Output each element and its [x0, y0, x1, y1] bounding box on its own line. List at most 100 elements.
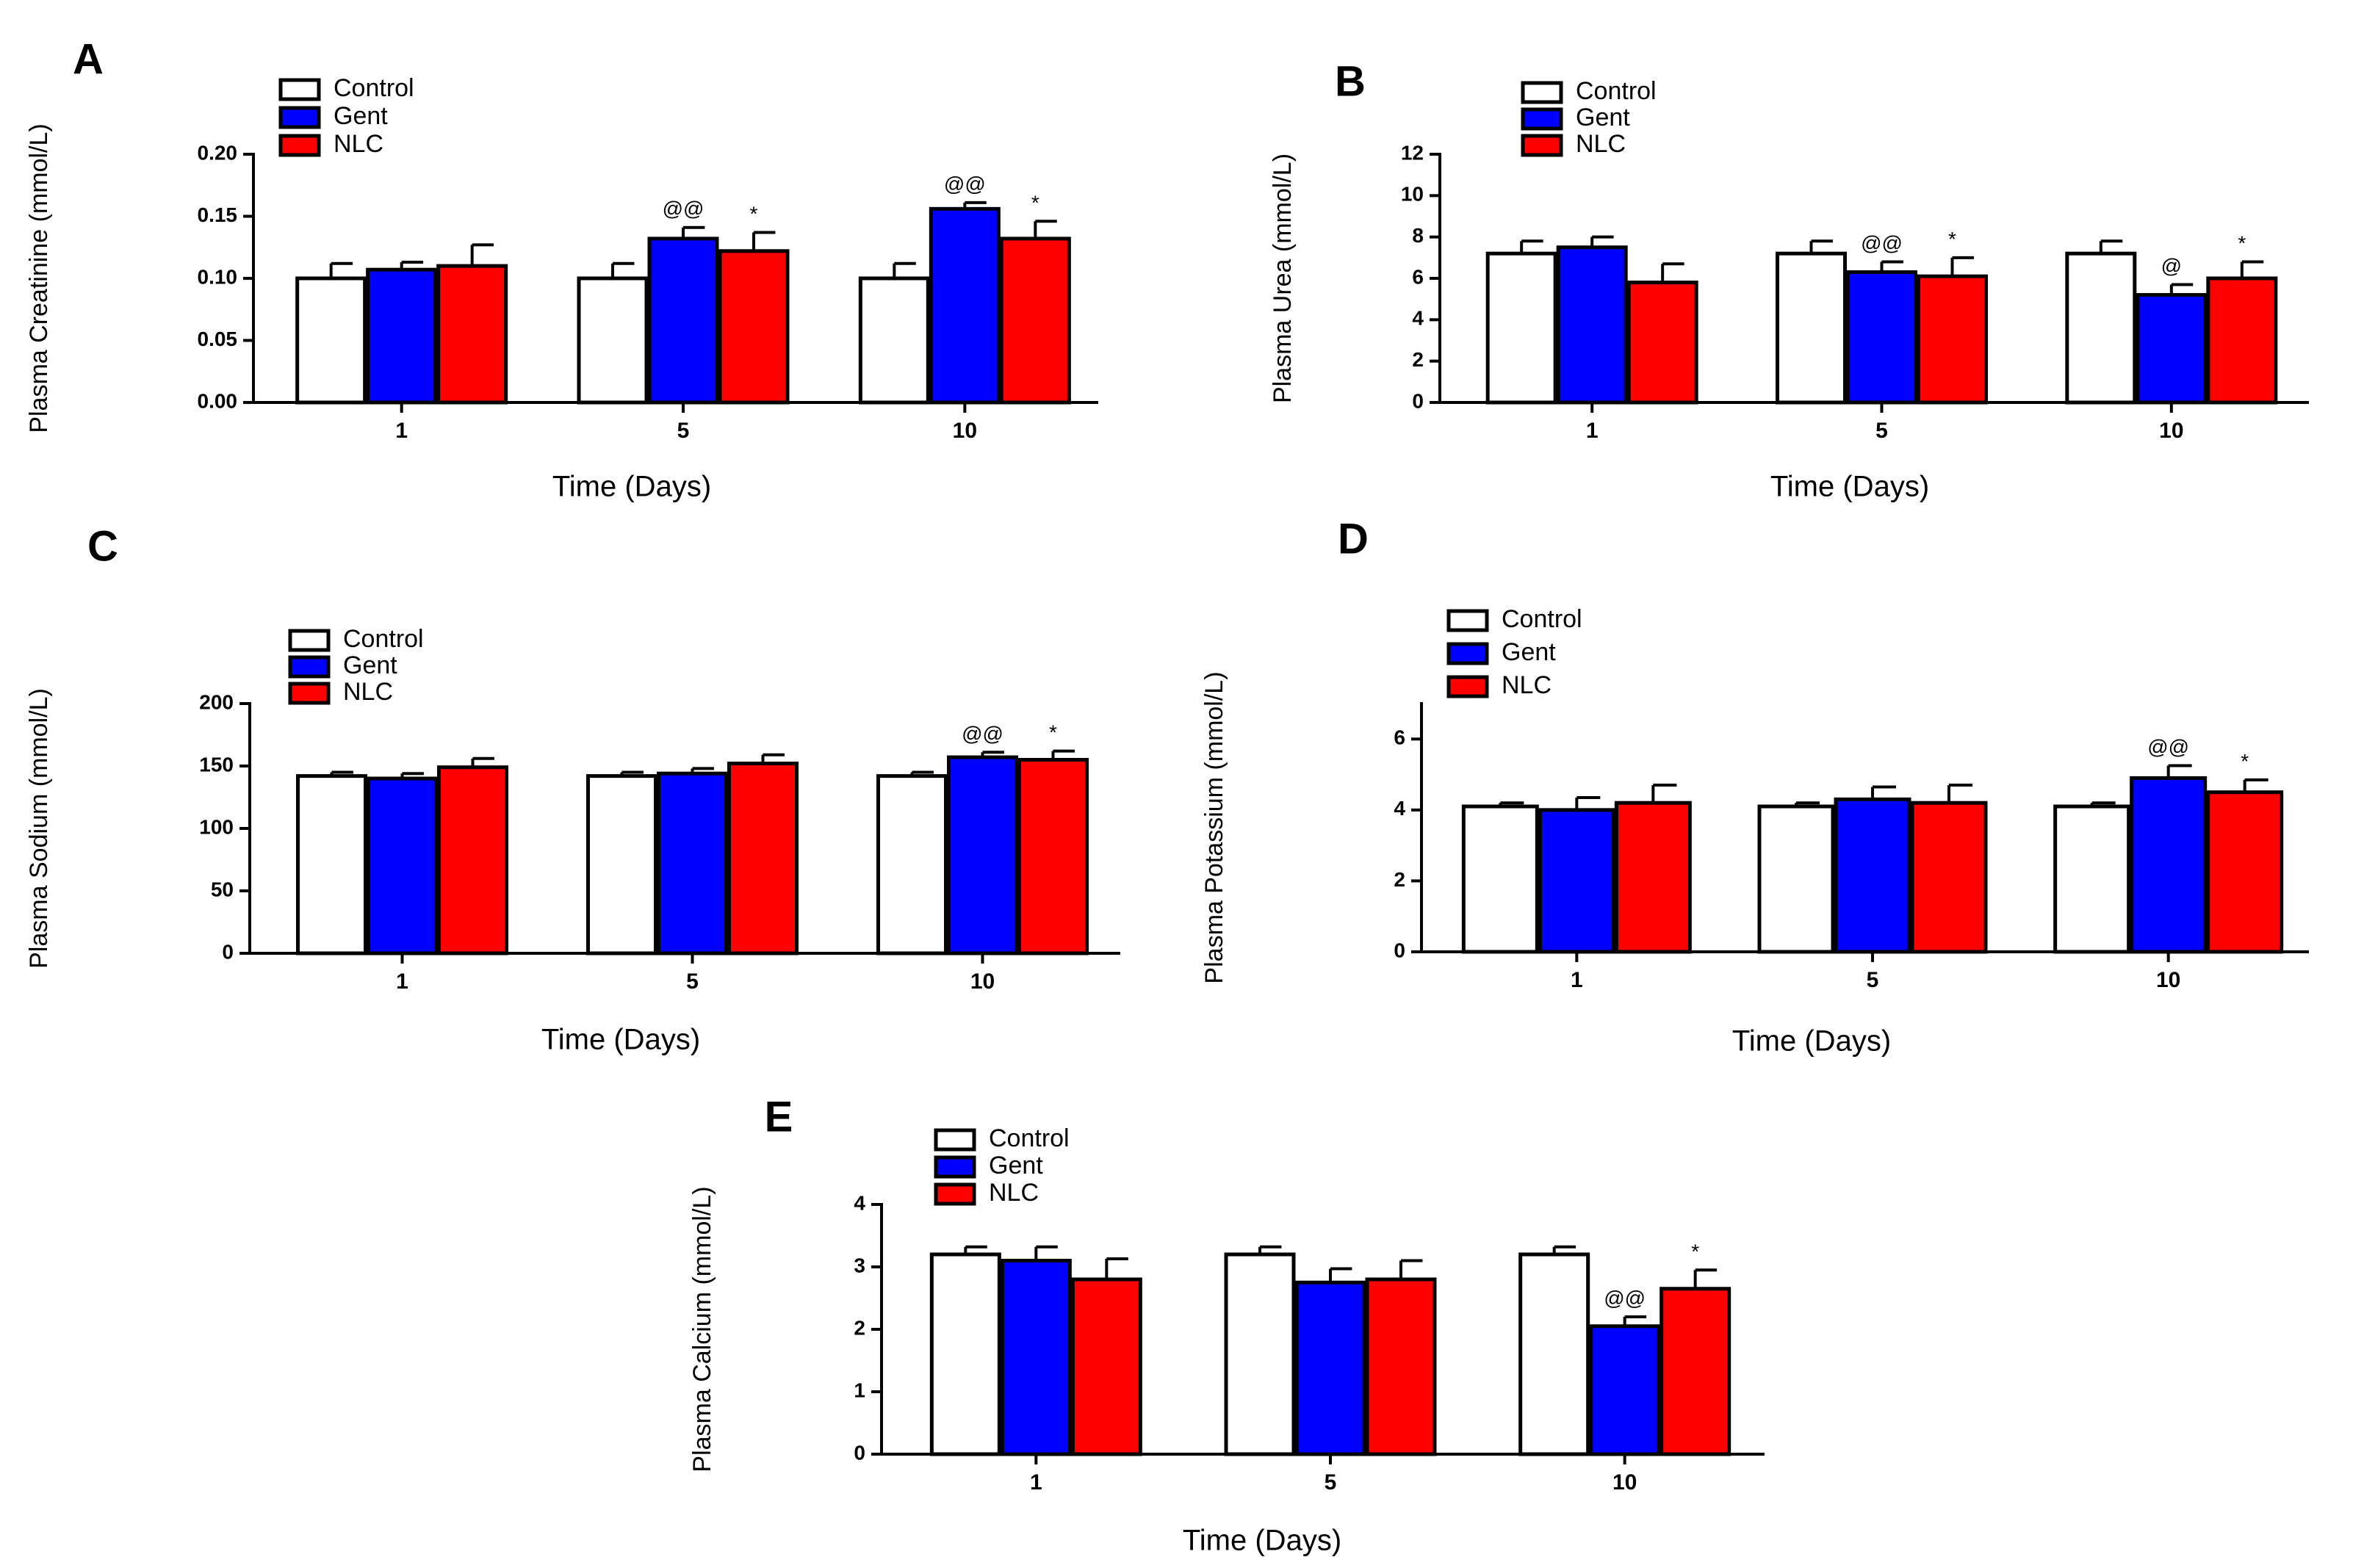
y-tick-label: 12 [1401, 141, 1424, 164]
x-tick-label: 10 [2159, 419, 2183, 443]
y-axis-label: Plasma Potassium (mmol/L) [1200, 671, 1228, 983]
x-tick-label: 1 [1586, 419, 1599, 443]
x-tick-label: 10 [970, 969, 995, 994]
bar-control [2053, 804, 2131, 954]
significance-label: * [750, 202, 758, 225]
bar-gent [1834, 797, 1911, 954]
legend-label-control: Control [1576, 77, 1657, 105]
x-tick-label: 10 [1612, 1470, 1637, 1495]
legend-label-gent: Gent [1576, 104, 1630, 131]
legend-label-nlc: NLC [343, 678, 393, 706]
significance-label: * [1691, 1240, 1699, 1262]
panel-letter: E [765, 1093, 793, 1141]
bar-nlc [2206, 790, 2284, 954]
legend-label-gent: Gent [1502, 638, 1556, 666]
y-tick-label: 1 [854, 1379, 865, 1401]
y-axis-label: Plasma Creatinine (mmol/L) [25, 123, 53, 433]
significance-label: * [1031, 191, 1039, 214]
y-tick-label: 4 [1412, 307, 1424, 330]
legend-label-control: Control [989, 1124, 1070, 1152]
significance-label: @@ [2147, 736, 2189, 759]
panel-d: D Plasma Potassium (mmol/L) Time (Days) 0 2 4… [1200, 515, 2309, 1058]
legend-swatch-nlc [1446, 675, 1489, 698]
bar-control [1776, 251, 1847, 405]
significance-label: * [2238, 231, 2246, 254]
bar-gent [2130, 776, 2208, 954]
bar-nlc [2206, 276, 2278, 405]
significance-label: * [1948, 228, 1956, 250]
legend-label-gent: Gent [343, 651, 397, 679]
bar-control [295, 276, 367, 405]
legend-swatch-control [1521, 81, 1563, 104]
y-tick-label: 6 [1394, 726, 1405, 749]
x-tick-label: 5 [1875, 419, 1888, 443]
y-tick-label: 2 [1412, 348, 1424, 371]
legend-swatch-control [288, 629, 331, 652]
bar-gent [366, 267, 438, 405]
bar-nlc [718, 249, 790, 405]
significance-label: @@ [663, 198, 704, 220]
bar-gent [1556, 245, 1628, 405]
y-tick-label: 3 [854, 1254, 865, 1276]
bar-gent [657, 771, 728, 955]
y-tick-label: 0 [854, 1441, 865, 1464]
legend-label-nlc: NLC [1576, 130, 1626, 158]
y-tick-label: 0.15 [198, 203, 238, 226]
legend-swatch-gent [1446, 642, 1489, 665]
legend-label-control: Control [343, 625, 424, 653]
y-tick-label: 10 [1401, 183, 1424, 206]
x-axis-label: Time (Days) [1732, 1025, 1891, 1058]
legend-label-nlc: NLC [989, 1179, 1039, 1207]
bar-control [1485, 251, 1557, 405]
x-tick-label: 5 [1325, 1470, 1337, 1495]
bar-gent [1538, 808, 1615, 954]
legend-swatch-gent [934, 1155, 976, 1179]
x-tick-label: 1 [1571, 968, 1583, 992]
bar-nlc [1910, 801, 1988, 954]
panel-letter: B [1335, 57, 1366, 105]
y-tick-label: 0.05 [198, 328, 238, 350]
y-tick-label: 0 [1412, 389, 1424, 412]
panel-letter: A [73, 35, 104, 83]
legend-label-gent: Gent [334, 102, 388, 130]
legend-swatch-nlc [1521, 134, 1563, 157]
legend-swatch-gent [288, 655, 331, 679]
x-axis-label: Time (Days) [1770, 471, 1929, 503]
bar-gent [947, 755, 1018, 955]
bar-control [1518, 1252, 1590, 1456]
y-tick-label: 0 [1394, 939, 1405, 961]
bar-control [1757, 804, 1835, 954]
bar-nlc [727, 762, 799, 955]
legend-swatch-control [1446, 609, 1489, 632]
y-tick-label: 2 [1394, 868, 1405, 891]
bar-gent [2136, 293, 2208, 405]
bar-control [858, 276, 930, 405]
significance-label: @@ [962, 722, 1003, 745]
bar-nlc [1660, 1287, 1731, 1456]
legend-swatch-gent [1521, 107, 1563, 131]
legend-label-nlc: NLC [1502, 671, 1552, 699]
bar-gent [1000, 1259, 1072, 1456]
y-tick-label: 0.00 [198, 389, 238, 412]
bar-nlc [1917, 274, 1988, 405]
bar-nlc [1365, 1277, 1437, 1456]
bar-gent [1294, 1280, 1366, 1456]
legend-swatch-control [934, 1128, 976, 1152]
bar-control [929, 1252, 1001, 1456]
significance-label: @@ [1604, 1287, 1646, 1309]
y-tick-label: 0 [222, 940, 234, 963]
y-tick-label: 2 [854, 1316, 865, 1339]
x-axis-label: Time (Days) [1183, 1525, 1341, 1557]
legend-swatch-nlc [288, 682, 331, 705]
x-axis-label: Time (Days) [541, 1024, 700, 1056]
x-axis-label: Time (Days) [552, 471, 711, 503]
bar-nlc [1017, 758, 1089, 955]
panel-c: C Plasma Sodium (mmol/L) Time (Days) 0 50 100… [25, 522, 1120, 1056]
bar-nlc [1626, 281, 1698, 405]
y-tick-label: 100 [199, 815, 234, 838]
panel-b: B Plasma Urea (mmol/L) Time (Days) 0 2 4 6 8 10 1… [1269, 57, 2309, 503]
y-tick-label: 50 [211, 878, 234, 900]
y-tick-label: 8 [1412, 224, 1424, 247]
bar-nlc [999, 236, 1071, 405]
